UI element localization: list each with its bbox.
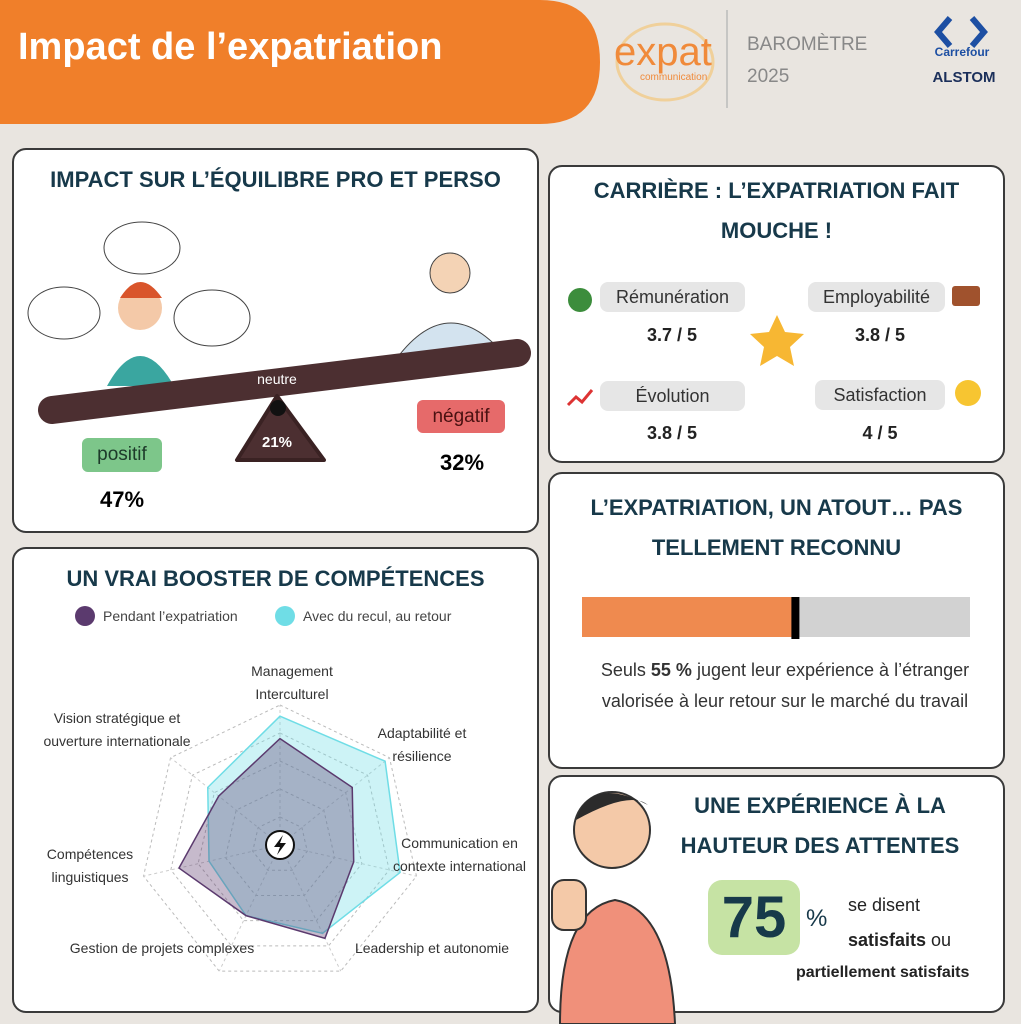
negative-share: 32% <box>439 450 485 475</box>
career-label: Satisfaction <box>815 380 945 410</box>
illustration <box>27 286 101 340</box>
axis-label: Adaptabilité et résilience <box>377 725 467 764</box>
barometer-label: BAROMÈTRE <box>747 34 868 55</box>
career-label: Évolution <box>600 381 745 411</box>
radar-spoke <box>279 844 417 877</box>
illustration <box>551 879 587 931</box>
logo-text: expat <box>614 30 712 74</box>
radar-spoke <box>143 844 281 877</box>
chart-title: UN VRAI BOOSTER DE COMPÉTENCES <box>66 566 485 591</box>
career-label: Rémunération <box>600 282 745 312</box>
carrefour-logo <box>934 16 988 48</box>
radar-spoke <box>279 844 342 972</box>
legend-label: Pendant l’expatriation <box>103 608 238 624</box>
radar-spoke <box>279 757 390 846</box>
illustration <box>173 289 251 347</box>
radar-chart: Pendant l’expatriation Avec du recul, au … <box>75 606 452 972</box>
axis-label: Vision stratégique et ouverture internat… <box>43 710 191 749</box>
illustration <box>107 356 174 386</box>
radar-spoke <box>218 844 281 972</box>
big-number: 75 <box>708 880 800 955</box>
text: se disent <box>848 895 921 915</box>
section-title: L’EXPATRIATION, UN ATOUT… PAS TELLEMENT … <box>590 495 963 560</box>
bar-marker <box>791 597 800 639</box>
career-score: 3.8 / 5 <box>646 423 698 443</box>
skills-card <box>12 547 539 1013</box>
recognition-text: Seuls 55 % jugent leur expérience à l’ét… <box>590 655 980 717</box>
illustration <box>120 282 162 298</box>
text: satisfaits ou <box>848 930 951 951</box>
axis-label: Compétences linguistiques <box>46 846 134 885</box>
seesaw <box>27 221 531 462</box>
barometer-year: 2025 <box>747 66 790 87</box>
logo-ring <box>615 22 715 102</box>
unit: % <box>806 905 828 932</box>
axis-label: Leadership et autonomie <box>354 940 510 956</box>
man-illustration <box>551 791 677 1024</box>
radar-area <box>178 737 355 940</box>
section-title: CARRIÈRE : L’EXPATRIATION FAIT MOUCHE ! <box>593 178 960 243</box>
legend-swatch <box>75 606 95 626</box>
brand: Carrefour <box>934 45 990 59</box>
grid-ring <box>224 788 336 896</box>
bar-fill <box>582 597 796 637</box>
positive-share: 47% <box>99 487 145 512</box>
radar-spoke <box>170 757 281 846</box>
career-icons <box>566 286 981 407</box>
page-title: Impact de l’expatriation <box>18 26 443 68</box>
grid-ring <box>170 732 390 947</box>
briefcase-icon <box>952 286 980 306</box>
career-card <box>548 165 1005 463</box>
illustration <box>429 252 471 294</box>
text: Seuls <box>600 660 651 680</box>
career-score: 4 / 5 <box>862 423 898 443</box>
text: ou <box>926 930 952 950</box>
radar-area <box>207 715 401 935</box>
career-score: 3.7 / 5 <box>646 325 698 345</box>
highlight: 55 % <box>650 660 692 680</box>
progress-bar <box>582 597 970 639</box>
axis-label: Communication en contexte international <box>392 835 527 874</box>
axis-label: Management Interculturel <box>251 663 333 702</box>
grid-ring <box>142 704 418 972</box>
neutral-share: 21% <box>261 434 293 451</box>
header-band <box>0 0 600 124</box>
plank <box>38 339 531 424</box>
text: jugent leur expérience à l’étranger valo… <box>601 660 970 711</box>
header-art <box>0 0 988 124</box>
highlight: partiellement satisfaits <box>796 964 970 981</box>
grid-ring <box>252 816 308 871</box>
section-title: IMPACT SUR L’ÉQUILIBRE PRO ET PERSO <box>50 167 501 192</box>
illustration <box>103 221 181 275</box>
chart-icon <box>566 389 594 407</box>
bolt <box>274 835 286 855</box>
neutral-label: neutre <box>257 371 297 387</box>
positive-label: positif <box>82 438 162 472</box>
career-label: Employabilité <box>808 282 945 312</box>
section-title: UNE EXPÉRIENCE À LA HAUTEUR DES ATTENTES <box>680 793 960 858</box>
logo-subtext: communication <box>640 72 708 83</box>
illustration <box>558 898 677 1024</box>
highlight: satisfaits <box>848 930 927 950</box>
smiley-icon <box>955 380 981 406</box>
legend-swatch <box>275 606 295 626</box>
negative-label: négatif <box>417 400 505 433</box>
star <box>750 315 804 366</box>
fulcrum <box>235 394 326 462</box>
legend-label: Avec du recul, au retour <box>303 608 452 624</box>
pivot <box>270 400 286 416</box>
career-score: 3.8 / 5 <box>854 325 906 345</box>
money-icon <box>568 288 592 312</box>
brand: ALSTOM <box>932 69 996 86</box>
illustration <box>576 793 648 820</box>
grid-ring <box>197 760 363 922</box>
axis-label: Gestion de projets complexes <box>69 940 255 956</box>
